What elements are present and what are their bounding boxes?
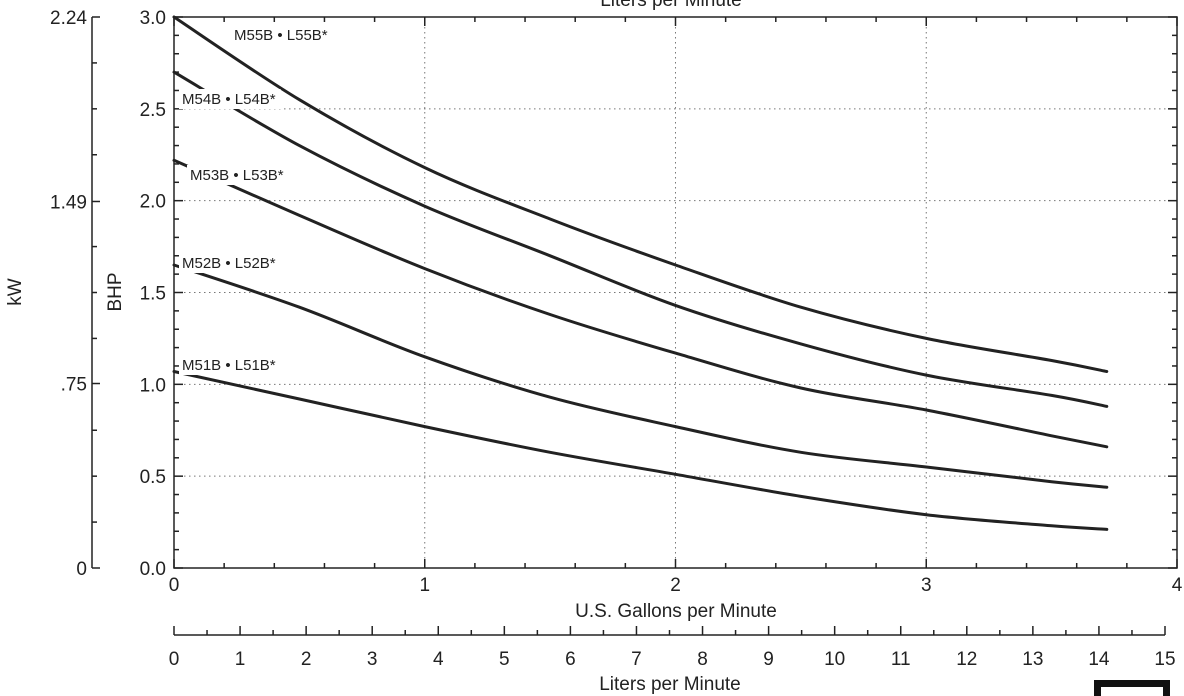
lpm-tick-label: 1: [235, 649, 246, 670]
y-tick-label: 1.5: [140, 284, 166, 305]
series-label-bg: [179, 355, 281, 375]
x-tick-label: 1: [419, 575, 430, 596]
lpm-tick-label: 4: [433, 649, 444, 670]
x-tick-label: 3: [921, 575, 932, 596]
lpm-tick-label: 13: [1022, 649, 1043, 670]
series-label-bg: [187, 165, 289, 185]
series-line-1: [172, 15, 1109, 373]
kw-axis-title: kW: [5, 278, 26, 306]
lpm-tick-label: 11: [891, 649, 911, 670]
y-tick-label: 3.0: [140, 8, 166, 29]
kw-axis: 0 .75 1.49 2.24: [50, 8, 100, 580]
gpm-axis: 0 1 2 3 4: [169, 17, 1183, 596]
kw-tick-label: 1.49: [50, 192, 87, 213]
series-line-5: [172, 370, 1109, 531]
lpm-tick-label: 10: [824, 649, 845, 670]
corner-mark-inner: [1101, 687, 1163, 696]
kw-tick-label: 0: [76, 559, 87, 580]
series-line-3: [172, 158, 1109, 449]
kw-tick-label: 2.24: [50, 8, 87, 29]
top-axis-label: Liters per Minute: [600, 0, 742, 11]
lpm-tick-label: 0: [169, 649, 180, 670]
x-axis-title: U.S. Gallons per Minute: [575, 601, 777, 622]
lpm-axis: 0 1 2 3 4 5 6 7 8 9 10 11 12 13 14 15: [169, 626, 1176, 670]
y-tick-label: 0.0: [140, 559, 166, 580]
series-labels: M55B • L55B* M54B • L54B* M53B • L53B* M52B…: [179, 25, 333, 375]
kw-tick-label: .75: [61, 375, 87, 396]
y-tick-label: 2.5: [140, 100, 166, 121]
lpm-tick-label: 12: [956, 649, 977, 670]
x-tick-label: 2: [670, 575, 681, 596]
series-label-4: M52B • L52B*: [182, 255, 276, 272]
x-tick-label: 4: [1172, 575, 1183, 596]
lpm-tick-label: 5: [499, 649, 510, 670]
lpm-tick-label: 14: [1088, 649, 1110, 670]
y-axis-title: BHP: [105, 272, 126, 311]
lpm-tick-label: 9: [763, 649, 774, 670]
y-tick-label: 0.5: [140, 467, 166, 488]
lpm-tick-label: 6: [565, 649, 576, 670]
bhp-axis: 0.0 0.5 1.0 1.5 2.0 2.5 3.0: [140, 8, 1177, 580]
series-line-4: [172, 263, 1109, 489]
series-label-bg: [231, 25, 333, 45]
series-label-2: M54B • L54B*: [182, 91, 276, 108]
lpm-tick-label: 2: [301, 649, 312, 670]
x-tick-label: 0: [169, 575, 180, 596]
series-line-2: [172, 70, 1109, 408]
series-label-1: M55B • L55B*: [234, 27, 328, 44]
y-tick-label: 1.0: [140, 375, 166, 396]
lpm-tick-label: 3: [367, 649, 378, 670]
y-tick-label: 2.0: [140, 192, 166, 213]
lpm-tick-label: 8: [697, 649, 708, 670]
series-label-3: M53B • L53B*: [190, 167, 284, 184]
series-label-bg: [179, 253, 281, 273]
series-lines: [172, 15, 1109, 531]
lpm-tick-label: 7: [631, 649, 642, 670]
series-label-5: M51B • L51B*: [182, 357, 276, 374]
lpm-tick-label: 15: [1154, 649, 1175, 670]
lpm-axis-title: Liters per Minute: [599, 674, 741, 695]
grid-lines: [174, 17, 1177, 568]
series-label-bg: [179, 89, 281, 109]
